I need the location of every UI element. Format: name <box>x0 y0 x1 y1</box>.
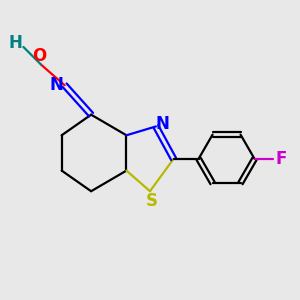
Text: H: H <box>8 34 22 52</box>
Text: N: N <box>155 115 169 133</box>
Text: S: S <box>146 192 158 210</box>
Text: N: N <box>50 76 63 94</box>
Text: O: O <box>32 47 47 65</box>
Text: F: F <box>275 150 286 168</box>
